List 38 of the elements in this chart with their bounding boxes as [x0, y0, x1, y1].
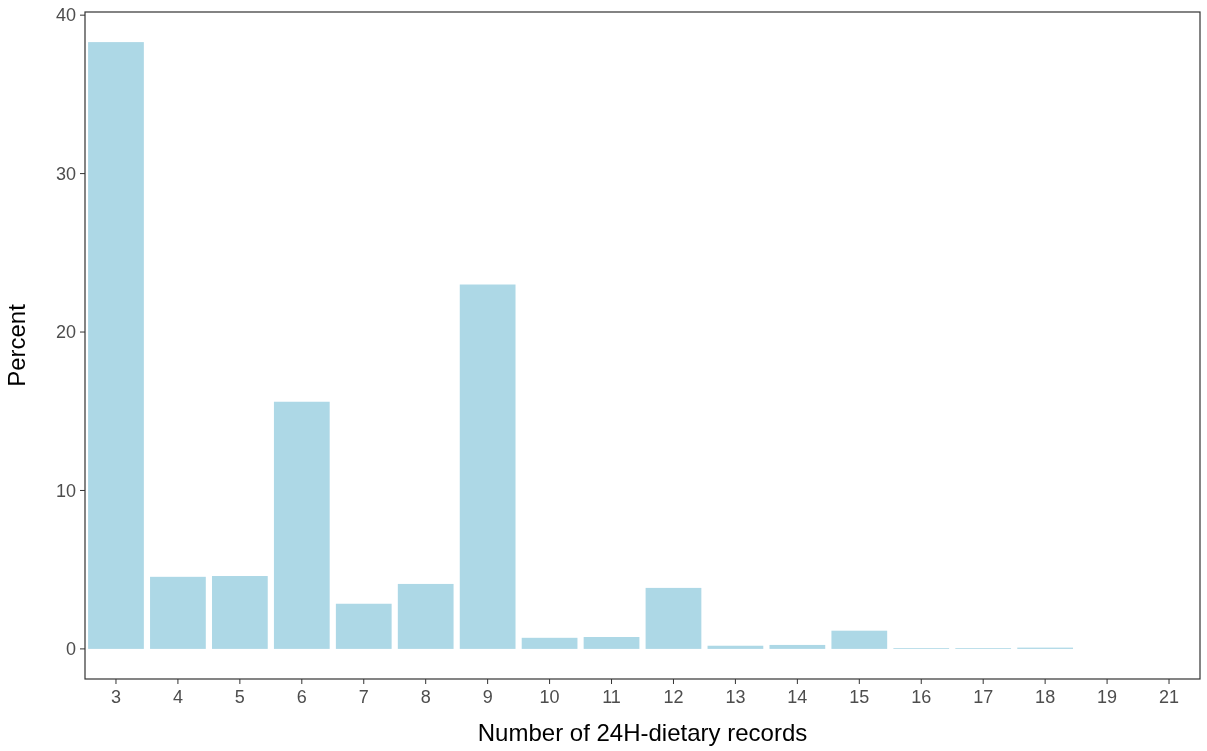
y-tick-label: 20: [55, 322, 76, 343]
x-tick-label: 13: [725, 687, 746, 707]
y-tick-label: 40: [55, 5, 76, 26]
x-tick-label: 8: [420, 687, 431, 707]
y-tick-label: 10: [55, 480, 76, 501]
bar: [335, 603, 392, 649]
x-tick-label: 10: [539, 687, 560, 707]
x-tick-label: 3: [110, 687, 121, 707]
x-tick-label: 9: [482, 687, 493, 707]
bar: [583, 637, 640, 649]
bar: [769, 644, 826, 649]
y-tick-label: 0: [65, 639, 76, 660]
x-tick-label: 17: [973, 687, 994, 707]
bar: [273, 401, 330, 649]
x-tick-label: 5: [234, 687, 245, 707]
bar: [397, 583, 454, 649]
x-tick-label: 18: [1035, 687, 1056, 707]
bar: [88, 42, 144, 649]
y-tick-label: 30: [55, 163, 76, 184]
x-tick-label: 4: [172, 687, 183, 707]
bar: [459, 284, 516, 649]
y-axis-title: Percent: [3, 303, 30, 387]
bar: [211, 576, 268, 649]
bar: [831, 630, 888, 649]
x-tick-label: 21: [1159, 687, 1180, 707]
bar: [707, 645, 764, 649]
bar: [150, 576, 206, 649]
x-tick-label: 11: [602, 687, 621, 707]
x-tick-label: 6: [296, 687, 307, 707]
x-tick-label: 14: [787, 687, 808, 707]
x-tick-label: 16: [911, 687, 932, 707]
x-tick-label: 19: [1097, 687, 1118, 707]
x-axis-title: Number of 24H-dietary records: [477, 719, 808, 746]
x-tick-label: 7: [358, 687, 369, 707]
x-tick-label: 15: [849, 687, 870, 707]
x-tick-label: 12: [663, 687, 684, 707]
bar: [521, 637, 578, 649]
bar: [645, 587, 702, 649]
